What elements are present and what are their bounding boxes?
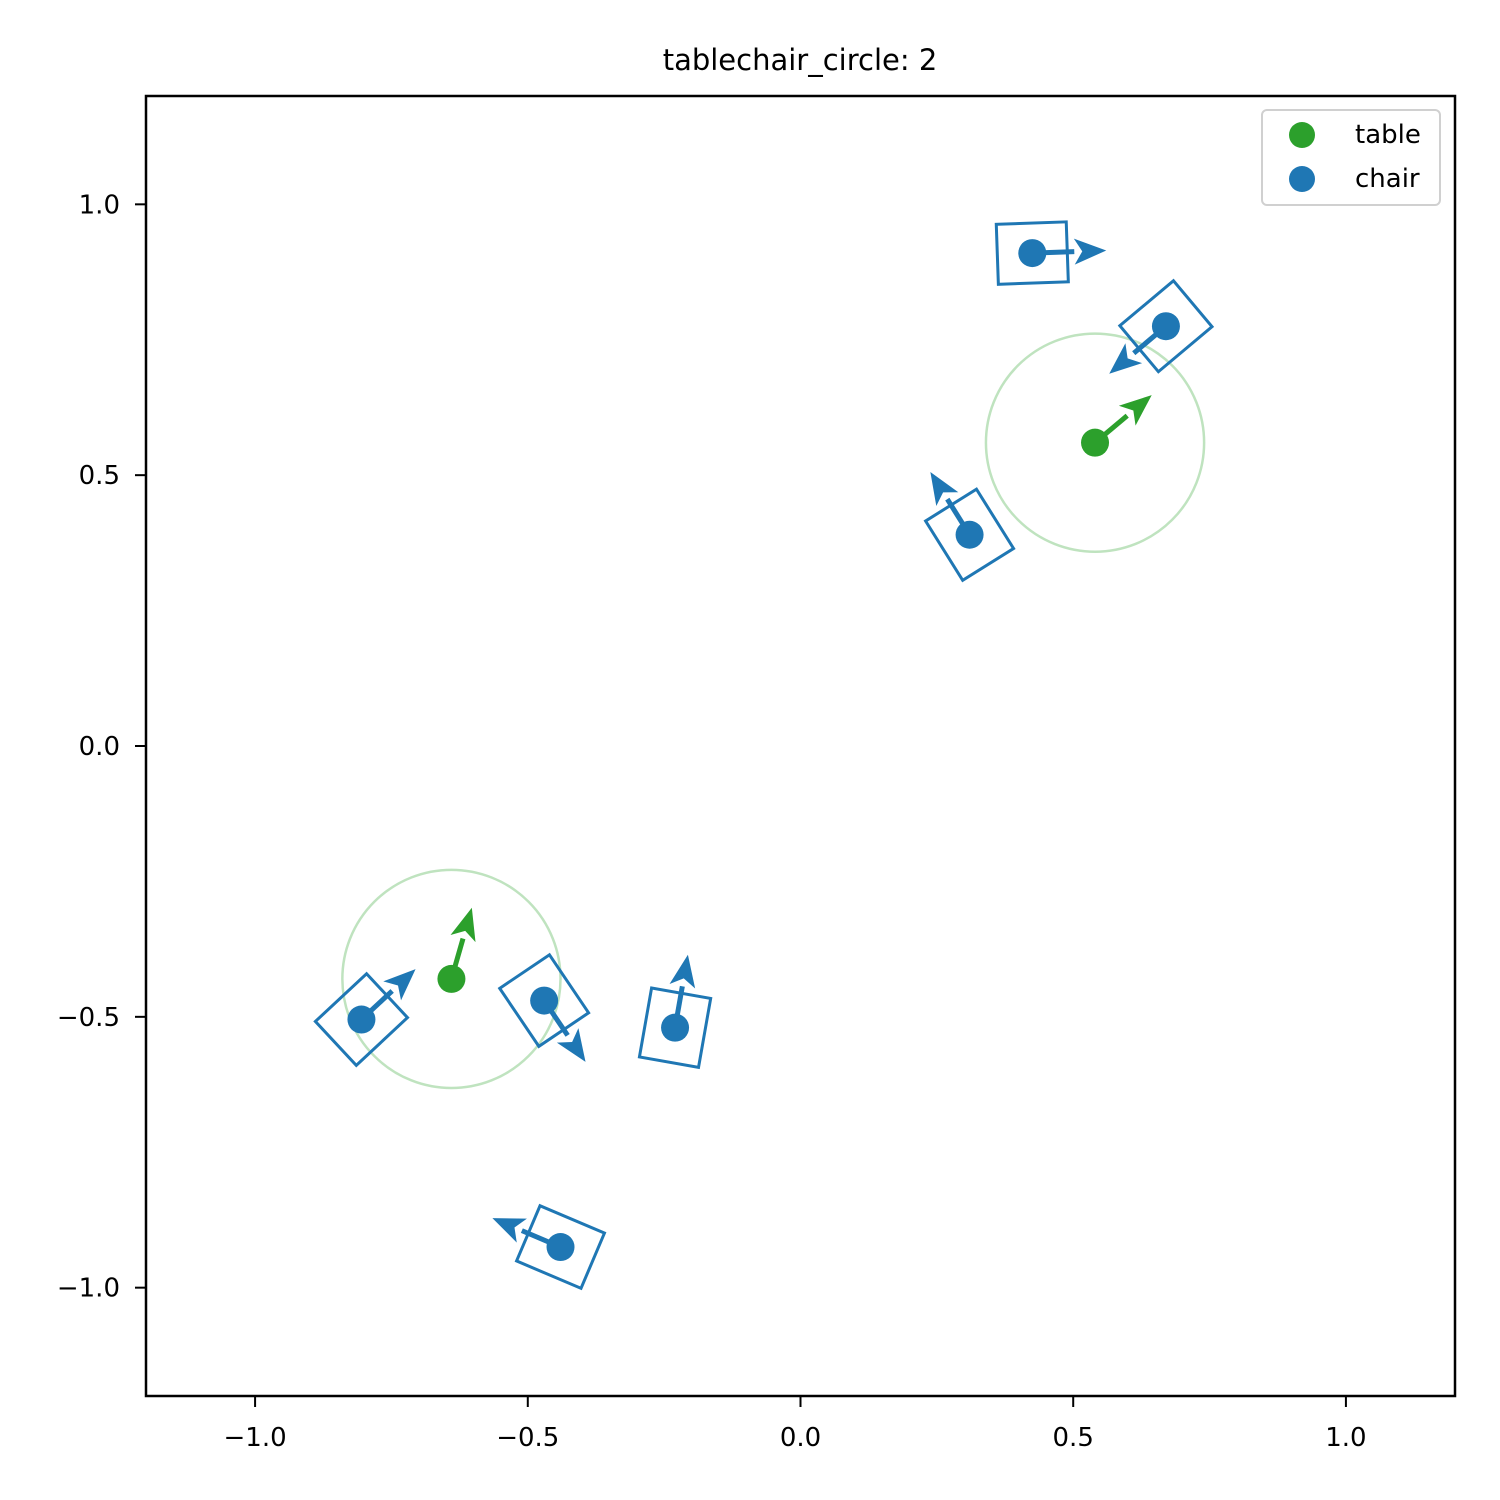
x-tick-label: 1.0 [1325,1423,1366,1453]
y-tick-label: −1.0 [57,1274,120,1304]
chair-direction-arrow-3-head [383,969,416,1001]
chair-point-6 [546,1233,575,1262]
table-radius-circle-1 [341,868,562,1090]
chair-direction-arrow-1-head [1109,343,1143,374]
chair-point-2 [955,520,984,549]
legend-marker-table [1289,122,1315,148]
legend-label-chair: chair [1355,164,1420,194]
chair-direction-arrow-4-head [556,1028,586,1062]
chair-direction-arrow-5-head [669,954,696,989]
y-tick-label: 1.0 [79,190,120,220]
legend-label-table: table [1355,120,1421,150]
table-radius-circle-0 [984,332,1206,553]
table-point-0 [1081,428,1110,457]
chair-point-1 [1151,312,1180,341]
table-direction-arrow-0-head [1118,395,1152,426]
table-direction-arrow-1-head [450,907,476,943]
y-tick-label: −0.5 [57,1003,120,1033]
x-tick-label: −1.0 [224,1423,287,1453]
chair-direction-arrow-6-head [492,1218,527,1243]
x-tick-label: 0.0 [780,1423,821,1453]
chair-point-4 [530,986,559,1015]
y-tick-label: 0.0 [79,732,120,762]
chair-point-5 [661,1013,690,1042]
chart-title: tablechair_circle: 2 [663,43,938,77]
table-point-1 [437,964,466,993]
plot-area [313,220,1215,1291]
chair-direction-arrow-2-head [930,471,959,507]
x-tick-label: −0.5 [496,1423,559,1453]
chair-direction-arrow-0-head [1073,238,1107,265]
y-axis: 1.0 0.5 0.0 −0.5 −1.0 [57,190,146,1304]
x-tick-label: 0.5 [1053,1423,1094,1453]
chair-point-0 [1018,239,1047,268]
legend-marker-chair [1289,166,1315,192]
y-tick-label: 0.5 [79,461,120,491]
legend: table chair [1261,109,1441,206]
x-axis: −1.0 −0.5 0.0 0.5 1.0 [224,1396,1367,1453]
chair-point-3 [347,1005,376,1034]
